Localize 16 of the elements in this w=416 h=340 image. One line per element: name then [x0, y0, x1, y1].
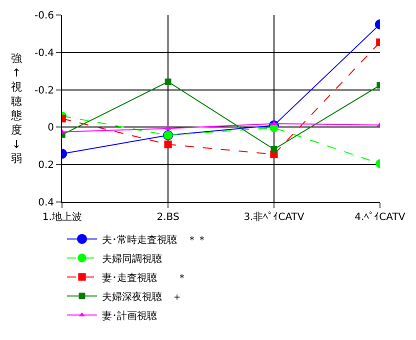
- x-tick-label: 4.ﾍﾟｲCATV: [354, 211, 406, 223]
- legend-label: 夫･常時走査視聴 ＊＊: [102, 234, 207, 246]
- y-tick-label: 0: [48, 122, 54, 134]
- y-tick-label: -0.4: [34, 48, 54, 59]
- legend-label: 夫婦深夜視聴 ＋: [102, 290, 182, 303]
- y-tick-label: 0.4: [38, 198, 54, 208]
- legend-label: 妻･走査視聴 ＊: [102, 272, 187, 284]
- y-tick-label: -0.2: [34, 85, 54, 96]
- y-tick-label: 0.2: [38, 160, 54, 172]
- y-tick-label: -0.6: [34, 10, 54, 22]
- legend-label: 妻･計画視聴: [102, 310, 157, 322]
- x-tick-label: 2.BS: [156, 212, 180, 223]
- y-axis-title: 強↑視聴態度↓弱: [10, 52, 22, 166]
- x-tick-label: 1.地上波: [42, 211, 82, 223]
- x-tick-label: 3.非ﾍﾟｲCATV: [244, 211, 304, 223]
- legend-label: 夫婦同調視聴: [102, 252, 162, 265]
